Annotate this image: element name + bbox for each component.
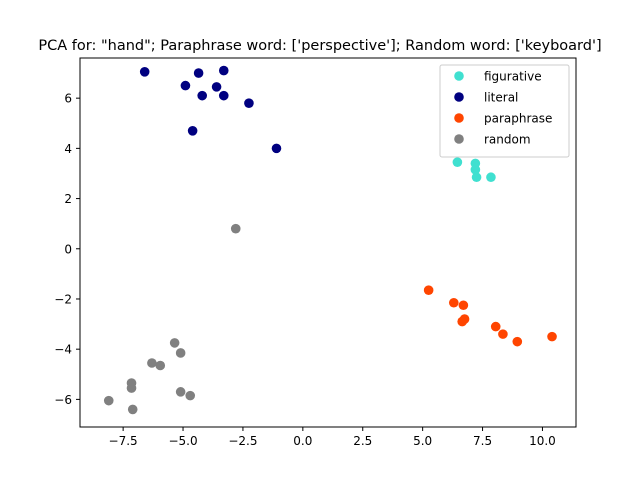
legend-label-paraphrase: paraphrase [484, 112, 552, 126]
point-figurative-0 [452, 157, 463, 167]
points-layer [103, 65, 557, 415]
point-literal-5 [197, 90, 208, 101]
point-literal-8 [187, 125, 198, 136]
point-paraphrase-6 [498, 329, 508, 339]
point-figurative-3 [471, 172, 482, 183]
y-tick-label: 0 [64, 242, 72, 256]
legend-marker-figurative [454, 71, 464, 81]
point-paraphrase-2 [458, 300, 469, 311]
point-paraphrase-8 [547, 331, 557, 342]
point-figurative-2 [470, 164, 481, 175]
x-tick-label: −5.0 [168, 434, 197, 448]
point-literal-2 [218, 65, 229, 76]
x-tick-label: −7.5 [109, 434, 138, 448]
point-paraphrase-0 [423, 285, 434, 295]
y-tick-label: −4 [54, 343, 72, 357]
point-literal-9 [271, 143, 282, 154]
point-literal-6 [218, 90, 229, 101]
point-paraphrase-4 [457, 316, 467, 327]
legend-box [439, 64, 570, 158]
point-random-7 [175, 387, 186, 397]
legend-label-random: random [484, 133, 531, 147]
legend: figurative literal paraphrase random [439, 64, 570, 158]
y-tick-label: 2 [64, 192, 72, 206]
x-tick-label: 5.0 [413, 434, 432, 448]
point-paraphrase-7 [512, 336, 523, 347]
point-paraphrase-5 [490, 321, 501, 332]
x-tick-label: 7.5 [473, 434, 492, 448]
point-random-10 [127, 404, 138, 415]
chart-title: PCA for: "hand"; Paraphrase word: ['pers… [38, 38, 601, 54]
legend-marker-random [454, 134, 464, 144]
point-random-9 [103, 395, 114, 406]
y-tick-label: −6 [54, 393, 72, 407]
y-tick-label: 6 [64, 92, 72, 106]
legend-marker-paraphrase [454, 113, 464, 123]
point-literal-0 [139, 67, 150, 77]
legend-marker-literal [454, 92, 464, 102]
legend-label-figurative: figurative [484, 70, 542, 84]
point-literal-7 [244, 98, 254, 108]
x-tick-label: 0.0 [293, 434, 312, 448]
point-literal-1 [193, 68, 204, 78]
y-axis: −6 −4 −2 0 2 4 6 [54, 92, 80, 407]
x-tick-label: 10.0 [529, 434, 556, 448]
point-paraphrase-1 [448, 297, 459, 308]
point-random-4 [155, 360, 166, 371]
point-random-3 [147, 358, 157, 368]
point-random-2 [175, 348, 186, 358]
legend-label-literal: literal [484, 91, 518, 105]
point-literal-3 [180, 80, 191, 91]
y-tick-label: 4 [64, 142, 72, 156]
point-random-8 [185, 390, 196, 401]
point-random-0 [230, 223, 241, 234]
point-random-6 [126, 383, 137, 393]
plot-frame [79, 57, 577, 428]
point-random-1 [169, 338, 180, 348]
y-tick-label: −2 [54, 292, 72, 306]
point-figurative-4 [486, 172, 496, 183]
x-tick-label: −2.5 [228, 434, 257, 448]
x-axis: −7.5 −5.0 −2.5 0.0 2.5 5.0 7.5 10.0 [109, 427, 556, 448]
point-literal-4 [211, 82, 222, 92]
x-tick-label: 2.5 [353, 434, 372, 448]
